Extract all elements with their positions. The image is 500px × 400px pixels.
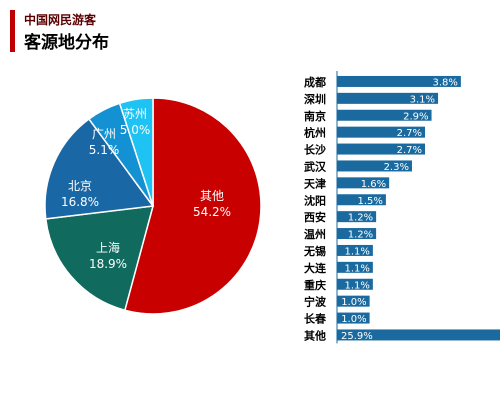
- pie-slice-label: 上海: [96, 240, 120, 255]
- bar-category-label: 西安: [304, 210, 326, 224]
- bar-value-label: 25.9%: [341, 331, 373, 342]
- bar-value-label: 3.8%: [432, 77, 457, 88]
- pie-slice: [44, 117, 155, 220]
- bar-category-label: 深圳: [304, 92, 326, 106]
- bar: [337, 329, 500, 341]
- bar-value-label: 1.2%: [348, 213, 373, 224]
- bar: [337, 295, 370, 307]
- bar-value-label: 1.0%: [341, 314, 366, 325]
- bar-category-label: 长沙: [304, 143, 326, 157]
- bar: [337, 126, 426, 138]
- title-accent-bar: [10, 10, 15, 52]
- bar-category-label: 大连: [304, 261, 327, 275]
- bar: [337, 143, 426, 155]
- bar-category-label: 宁波: [304, 295, 327, 309]
- bar-value-label: 1.1%: [344, 280, 369, 291]
- bar-value-label: 2.7%: [397, 145, 422, 156]
- pie-slice: [123, 97, 262, 315]
- bar-category-label: 沈阳: [304, 193, 326, 207]
- bar: [337, 194, 386, 206]
- bar: [337, 244, 373, 256]
- bar: [337, 75, 461, 87]
- bar-category-label: 成都: [304, 75, 326, 89]
- pie-slice-label: 北京: [68, 179, 92, 193]
- pie-slice-label: 苏州: [123, 107, 147, 121]
- bar-value-label: 1.1%: [344, 246, 369, 257]
- bar-value-label: 1.2%: [348, 230, 373, 241]
- bar-category-label: 武汉: [304, 159, 327, 173]
- pie-slice: [44, 205, 155, 312]
- bar-value-label: 2.3%: [384, 162, 409, 173]
- bar: [337, 261, 373, 273]
- bar-value-label: 3.1%: [410, 94, 435, 105]
- bar-value-label: 2.7%: [397, 128, 422, 139]
- bar-category-label: 温州: [304, 227, 326, 241]
- pie-slice-value: 16.8%: [61, 195, 99, 209]
- bar-value-label: 1.5%: [357, 196, 382, 207]
- bar-category-label: 其他: [304, 328, 326, 342]
- chart-title: 中国网民游客: [24, 13, 97, 27]
- bar-value-label: 1.6%: [361, 179, 386, 190]
- bar: [337, 109, 432, 121]
- bar-value-label: 1.1%: [344, 263, 369, 274]
- bar-value-label: 1.0%: [341, 297, 366, 308]
- pie-slice-value: 5.0%: [120, 123, 151, 137]
- bar: [337, 160, 412, 172]
- pie-slice-label: 广州: [92, 127, 116, 141]
- bar-category-label: 重庆: [304, 278, 326, 292]
- bar: [337, 177, 390, 189]
- bar-category-label: 长春: [304, 312, 327, 326]
- bar-value-label: 2.9%: [403, 111, 428, 122]
- bar-category-label: 天津: [304, 176, 326, 190]
- bar: [337, 211, 377, 223]
- chart-subtitle: 客源地分布: [24, 33, 109, 53]
- pie-slice-value: 5.1%: [89, 143, 120, 157]
- pie-slice: [118, 97, 154, 207]
- bar: [337, 228, 377, 240]
- pie-slice-label: 其他: [200, 189, 224, 203]
- bar: [337, 278, 373, 290]
- bar: [337, 312, 370, 324]
- bar-category-label: 南京: [304, 109, 326, 123]
- bar: [337, 92, 439, 104]
- bar-category-label: 杭州: [304, 126, 326, 140]
- bar-category-label: 无锡: [303, 244, 326, 258]
- pie-slice-value: 18.9%: [89, 257, 127, 271]
- pie-slice-value: 54.2%: [193, 205, 231, 219]
